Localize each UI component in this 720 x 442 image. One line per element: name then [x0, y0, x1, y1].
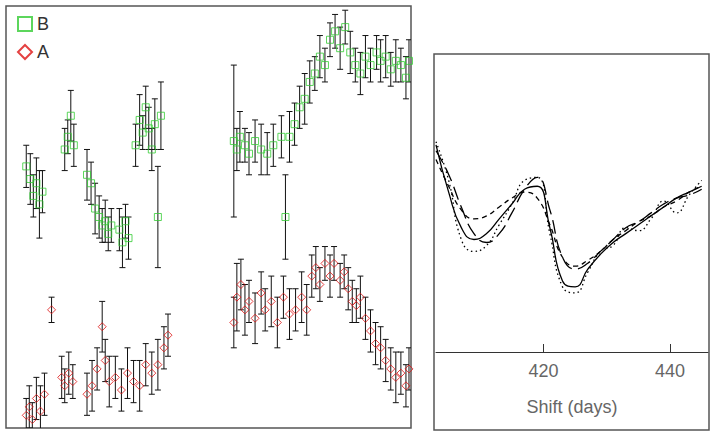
- svg-text:A: A: [37, 42, 49, 62]
- svg-text:420: 420: [529, 361, 559, 381]
- svg-text:Shift (days): Shift (days): [526, 397, 617, 417]
- svg-text:B: B: [37, 14, 49, 34]
- svg-text:440: 440: [655, 361, 685, 381]
